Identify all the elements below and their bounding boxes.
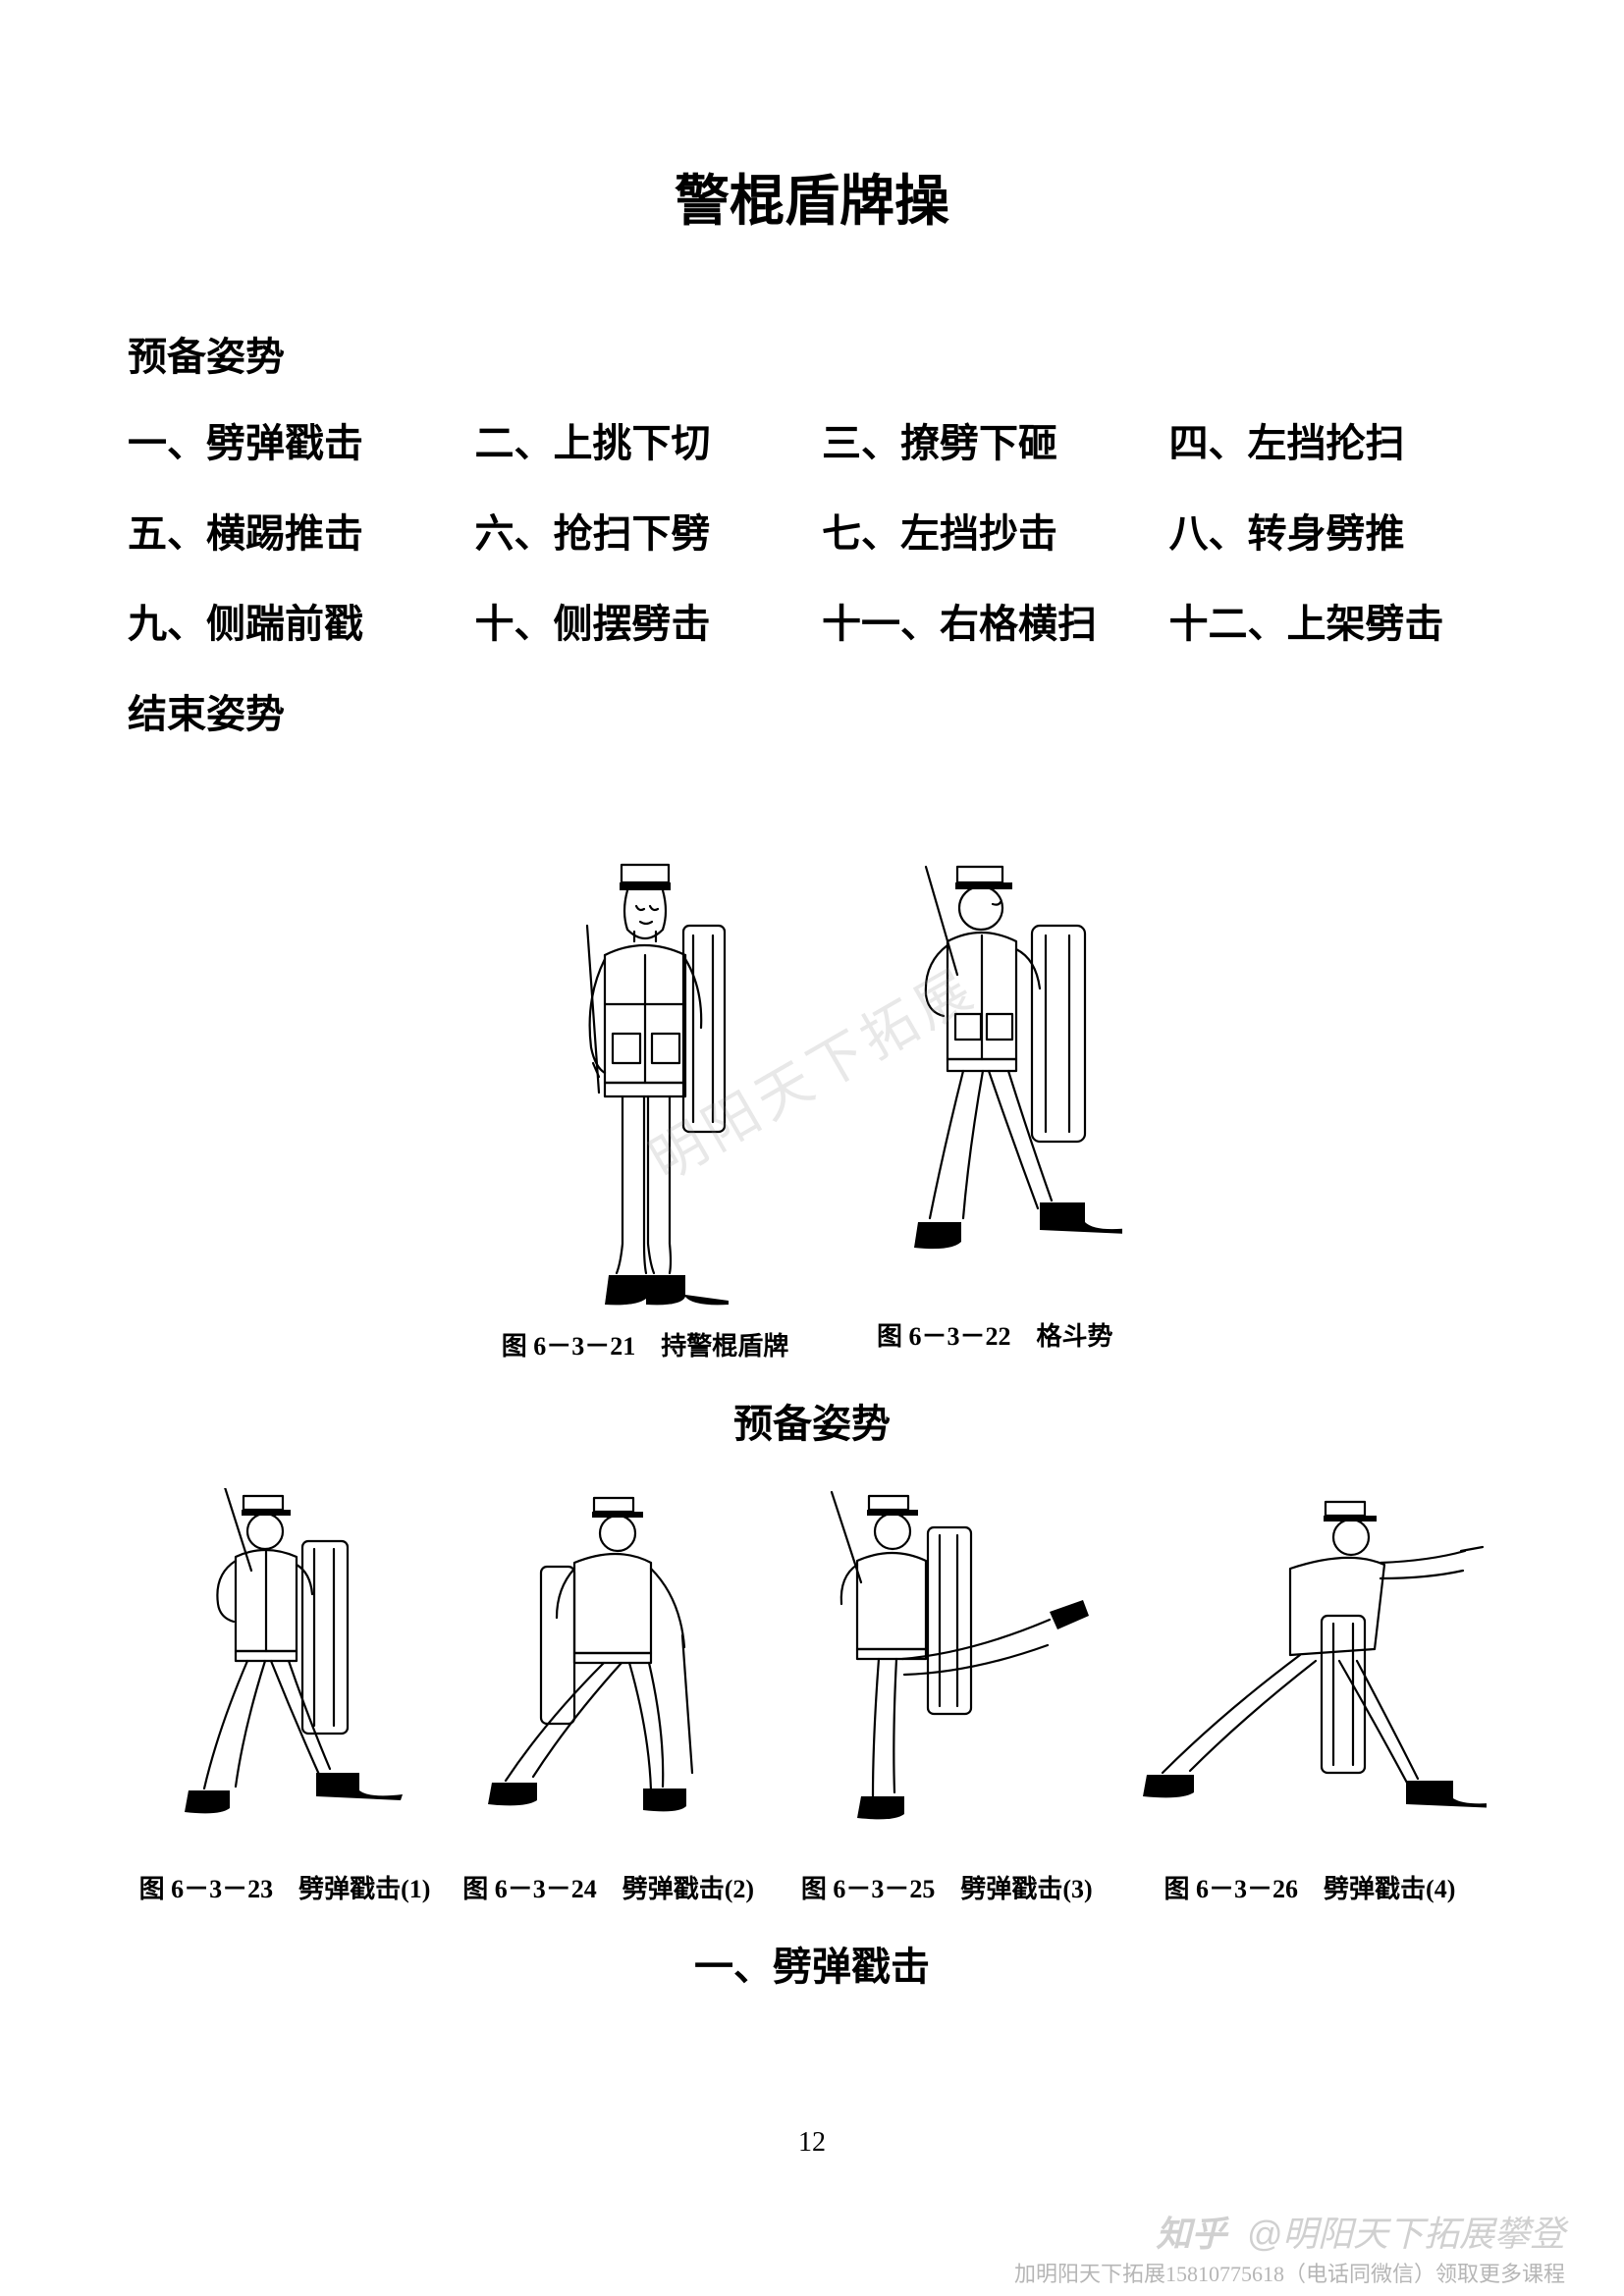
zhihu-watermark: 知乎 @明阳天下拓展攀登 (1156, 2206, 1565, 2257)
footer-ad-text: 加明阳天下拓展15810775618（电话同微信）领取更多课程 (1014, 2257, 1565, 2288)
figure-block-top: 图 6－3－21 持警棍盾牌 (128, 857, 1496, 1449)
figure-illustration (457, 1488, 761, 1861)
figure-6-3-26: 图 6－3－26 劈弹戳击(4) (1133, 1488, 1487, 1905)
figure-caption: 图 6－3－24 劈弹戳击(2) (462, 1869, 754, 1905)
toc-item: 十一、右格横扫 (822, 592, 1150, 649)
figure-6-3-23: 图 6－3－23 劈弹戳击(1) (137, 1488, 432, 1905)
toc-item: 四、左挡抡扫 (1169, 411, 1497, 468)
figure-illustration (1133, 1488, 1487, 1861)
section-label-1: 一、劈弹戳击 (128, 1935, 1496, 1992)
toc-item: 五、横踢推击 (128, 502, 456, 559)
zhihu-handle: @明阳天下拓展攀登 (1246, 2214, 1565, 2254)
toc-item: 二、上挑下切 (475, 411, 803, 468)
table-of-contents: 一、劈弹戳击 二、上挑下切 三、撩劈下砸 四、左挡抡扫 五、横踢推击 六、抢扫下… (128, 411, 1496, 739)
figure-illustration (528, 857, 762, 1318)
page-number: 12 (0, 2127, 1624, 2159)
toc-item: 一、劈弹戳击 (128, 411, 456, 468)
figure-6-3-24: 图 6－3－24 劈弹戳击(2) (457, 1488, 761, 1905)
page-title: 警棍盾牌操 (128, 157, 1496, 237)
preparatory-heading: 预备姿势 (128, 325, 1496, 382)
figure-illustration (137, 1488, 432, 1861)
toc-item: 十、侧摆劈击 (475, 592, 803, 649)
zhihu-logo-text: 知乎 (1156, 2214, 1226, 2254)
figure-caption: 图 6－3－23 劈弹戳击(1) (139, 1869, 431, 1905)
toc-item: 六、抢扫下劈 (475, 502, 803, 559)
figure-6-3-25: 图 6－3－25 劈弹戳击(3) (785, 1488, 1109, 1905)
figure-caption: 图 6－3－22 格斗势 (877, 1316, 1113, 1353)
toc-item: 十二、上架劈击 (1169, 592, 1497, 649)
figure-block-bottom: 图 6－3－23 劈弹戳击(1) 图 6－3－24 劈弹戳击(2) (128, 1488, 1496, 1905)
toc-item: 八、转身劈推 (1169, 502, 1497, 559)
toc-end: 结束姿势 (128, 682, 1496, 739)
toc-item: 九、侧踹前戳 (128, 592, 456, 649)
figure-6-3-21: 图 6－3－21 持警棍盾牌 (502, 857, 789, 1362)
toc-item: 三、撩劈下砸 (822, 411, 1150, 468)
figure-caption: 图 6－3－21 持警棍盾牌 (502, 1326, 789, 1362)
figure-illustration (867, 857, 1122, 1308)
figure-caption: 图 6－3－25 劈弹戳击(3) (801, 1869, 1093, 1905)
figure-6-3-22: 图 6－3－22 格斗势 (867, 857, 1122, 1362)
figure-caption: 图 6－3－26 劈弹戳击(4) (1164, 1869, 1456, 1905)
figure-illustration (785, 1488, 1109, 1861)
section-label-prep: 预备姿势 (128, 1392, 1496, 1449)
toc-item: 七、左挡抄击 (822, 502, 1150, 559)
